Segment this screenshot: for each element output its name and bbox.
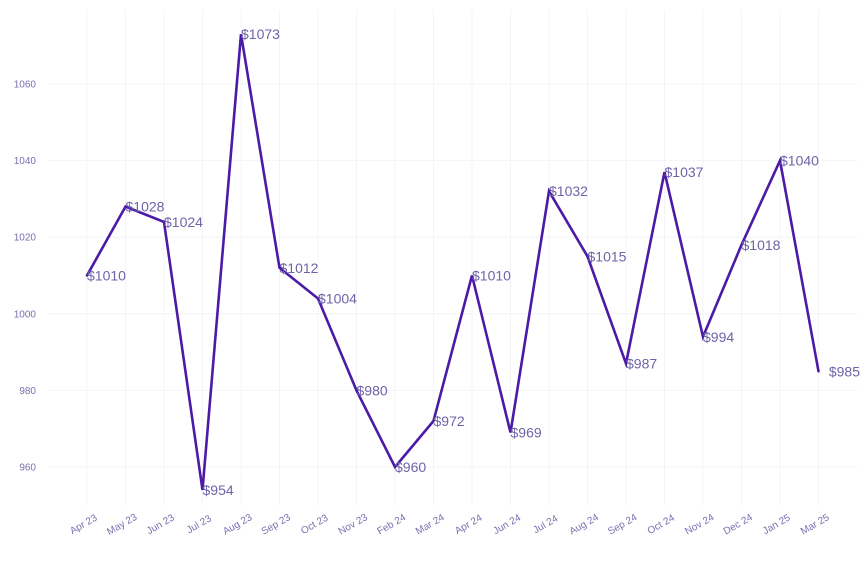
y-tick-label: 1060 [14,80,37,91]
data-label: $1015 [588,248,627,264]
y-tick-label: 1000 [14,309,37,320]
data-label: $960 [395,459,426,475]
x-tick-label: Jan 25 [761,512,793,537]
x-tick-label: Dec 24 [722,512,755,538]
data-label: $954 [203,482,234,498]
data-label: $1032 [549,183,588,199]
x-tick-label: Jun 23 [145,512,177,537]
y-axis-ticks: 960 980 1000 1020 1040 1060 [14,80,37,474]
x-tick-label: Feb 24 [376,512,409,537]
data-label: $1037 [665,164,704,180]
x-tick-label: Nov 23 [337,512,370,538]
x-tick-label: Apr 24 [453,512,484,536]
series-line-layer [85,33,820,491]
x-tick-label: Oct 23 [299,512,330,536]
series-line [85,33,820,491]
x-tick-label: Mar 24 [414,512,447,537]
data-label: $1010 [472,268,511,284]
data-label: $1040 [780,153,819,169]
y-tick-label: 1040 [14,156,37,167]
y-tick-label: 980 [19,386,36,397]
x-axis-ticks: Apr 23 May 23 Jun 23 Jul 23 Aug 23 Sep 23 Oct … [68,512,832,538]
data-label: $1004 [318,290,357,306]
x-tick-label: Mar 25 [799,512,832,537]
data-labels: $1010 $1028$1024 $954 $1073 $1012 $1004 $980 $9… [87,26,860,498]
x-tick-label: Sep 24 [606,512,639,538]
grid [48,10,858,505]
x-tick-label: Jun 24 [491,512,523,537]
y-tick-label: 1020 [14,233,37,244]
data-label: $980 [357,382,388,398]
data-label: $1010 [87,268,126,284]
data-label: $969 [511,425,542,441]
y-tick-label: 960 [19,463,36,474]
x-tick-label: May 23 [105,512,139,538]
data-label: $994 [703,329,734,345]
x-tick-label: Jul 24 [531,513,560,536]
x-tick-label: Aug 24 [568,512,601,538]
data-label: $1018 [742,237,781,253]
x-tick-label: Oct 24 [646,512,677,536]
data-label: $972 [434,413,465,429]
data-label: $1024 [164,214,203,230]
x-tick-label: Apr 23 [68,512,99,536]
data-label: $1073 [241,26,280,42]
data-label: $1012 [280,260,319,276]
x-tick-label: Aug 23 [221,512,254,538]
x-tick-label: Sep 23 [260,512,293,538]
data-label: $985 [829,363,860,379]
data-label: $1028 [126,199,165,215]
x-tick-label: Nov 24 [683,512,716,538]
data-label: $987 [626,356,657,372]
x-tick-label: Jul 23 [185,513,214,536]
